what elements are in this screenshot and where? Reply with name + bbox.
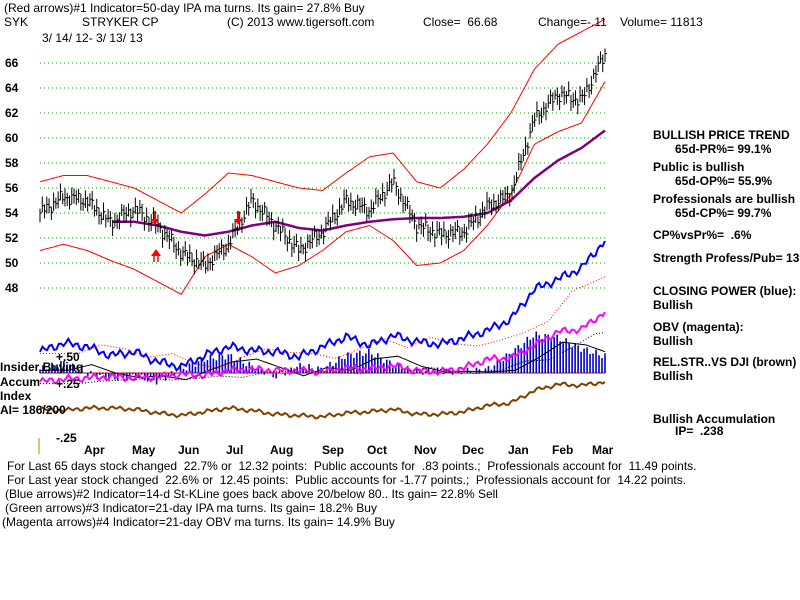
closing-power-label: CLOSING POWER (blue):	[653, 284, 797, 298]
y-tick-66: 66	[5, 56, 19, 70]
chart-series	[39, 18, 606, 420]
volume-value: Volume= 11813	[620, 15, 703, 29]
signal-arrows	[151, 211, 242, 262]
company-name: STRYKER CP	[82, 15, 159, 29]
trend-title: BULLISH PRICE TREND	[653, 128, 790, 142]
strength-ratio: Strength Profess/Pub= 13	[653, 251, 800, 265]
y-tick-58: 58	[5, 156, 19, 170]
y-tick-52: 52	[5, 231, 19, 245]
insider-buying-label: Insider Buying	[0, 360, 84, 374]
obv-value: Bullish	[653, 334, 694, 348]
x-tick-jun: Jun	[178, 443, 200, 457]
x-tick-oct: Oct	[367, 443, 388, 457]
y-tick-48: 48	[5, 281, 19, 295]
cp-value: 65d-CP%= 99.7%	[675, 206, 772, 220]
ticker: SYK	[4, 15, 29, 29]
red-arrow-up-may-head	[151, 249, 161, 256]
relstr-label: REL.STR..VS DJI (brown)	[653, 355, 797, 369]
close-value: Close= 66.68	[423, 15, 498, 29]
change-value: Change=-.11	[538, 15, 607, 29]
date-range: 3/ 14/ 12- 3/ 13/ 13	[42, 31, 143, 45]
x-tick-dec: Dec	[462, 443, 485, 457]
price-bars	[39, 48, 607, 275]
cp-vs-pr: CP%vsPr%= .6%	[653, 228, 752, 242]
accum-ma-line	[40, 341, 606, 381]
copyright: (C) 2013 www.tigersoft.com	[227, 15, 375, 29]
series-closing-power	[39, 240, 606, 373]
public-label: Public is bullish	[653, 160, 745, 174]
ip-value: IP= .238	[675, 424, 724, 438]
footer-line-3: (Blue arrows)#2 Indicator=14-d St-KLine …	[5, 487, 498, 501]
obv-label: OBV (magenta):	[653, 320, 744, 334]
footer-line-2: For Last year stock changed 22.6% or 12.…	[7, 473, 687, 487]
x-tick-mar: Mar	[592, 443, 614, 457]
ai-value: AI= 186/200	[0, 403, 66, 417]
series-lower-band	[39, 81, 606, 295]
indicator-1-line: (Red arrows)#1 Indicator=50-day IPA ma t…	[4, 1, 365, 15]
series-closing-power-ma	[40, 276, 606, 370]
series-rel-str-vs-dji	[39, 381, 606, 420]
pr-value: 65d-PR%= 99.1%	[675, 142, 772, 156]
x-tick-sep: Sep	[322, 443, 345, 457]
accum-tick-plus50: +.50	[56, 350, 80, 364]
x-tick-jan: Jan	[508, 443, 529, 457]
red-arrow-down-may-head	[151, 219, 159, 225]
red-arrow-down-jun-head	[234, 219, 242, 225]
x-tick-may: May	[132, 443, 156, 457]
accum-tick-minus25: -.25	[56, 431, 77, 445]
series-upper-band	[39, 18, 606, 214]
y-tick-62: 62	[5, 106, 19, 120]
index-label: Index	[0, 389, 32, 403]
series-moving-average	[113, 129, 606, 237]
x-tick-nov: Nov	[414, 443, 437, 457]
x-tick-feb: Feb	[552, 443, 574, 457]
x-tick-apr: Apr	[84, 443, 105, 457]
accum-tick-plus25: +.25	[56, 377, 80, 391]
footer-line-4: (Green arrows)#3 Indicator=21-day IPA ma…	[5, 501, 377, 515]
series-obv	[39, 311, 606, 385]
y-tick-54: 54	[5, 206, 19, 220]
y-tick-56: 56	[5, 181, 19, 195]
accum-label: Accum	[0, 375, 41, 389]
x-tick-aug: Aug	[270, 443, 294, 457]
y-tick-64: 64	[5, 81, 19, 95]
y-tick-50: 50	[5, 256, 19, 270]
closing-power-value: Bullish	[653, 298, 694, 312]
op-value: 65d-OP%= 55.9%	[675, 174, 773, 188]
relstr-value: Bullish	[653, 369, 694, 383]
footer-line-5: (Magenta arrows)#4 Indicator=21-day OBV …	[2, 515, 395, 529]
accumulation-label: Bullish Accumulation	[653, 412, 776, 426]
y-tick-60: 60	[5, 131, 19, 145]
x-tick-jul: Jul	[226, 443, 244, 457]
footer-line-1: For Last 65 days stock changed 22.7% or …	[7, 459, 697, 473]
professionals-label: Professionals are bullish	[653, 192, 796, 206]
